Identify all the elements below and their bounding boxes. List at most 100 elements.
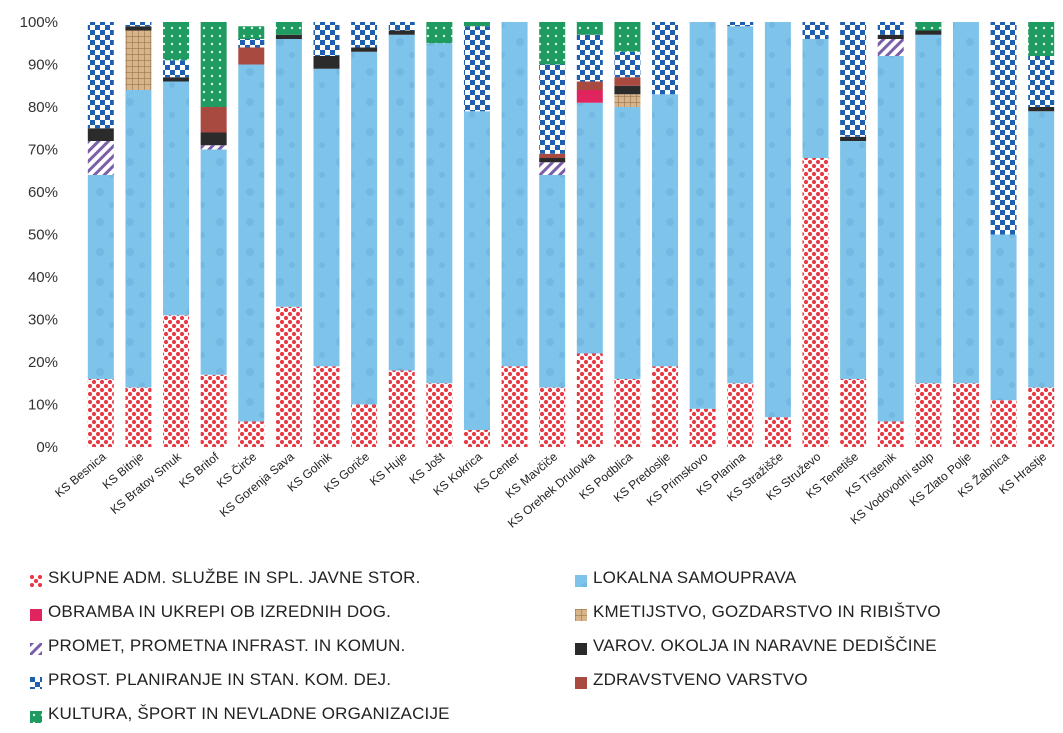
bar-segment: [802, 39, 829, 158]
bar-segment: [576, 90, 603, 103]
bar-segment: [952, 383, 979, 447]
bar-segment: [952, 22, 979, 384]
bar-segment: [764, 417, 791, 447]
bar-segment: [163, 315, 190, 447]
bar-segment: [275, 306, 302, 447]
bar-segment: [463, 111, 490, 430]
legend-label: ZDRAVSTVENO VARSTVO: [593, 670, 808, 689]
bar-segment: [463, 22, 490, 27]
bar-segment: [1028, 387, 1055, 447]
bar-segment: [1028, 107, 1055, 112]
bar-segment: [840, 136, 867, 141]
bar-segment: [576, 22, 603, 35]
bar-segment: [576, 81, 603, 90]
bar-segment: [275, 34, 302, 39]
bar-segment: [1028, 22, 1055, 56]
y-tick-label: 40%: [28, 269, 58, 286]
y-tick-label: 20%: [28, 354, 58, 371]
bar-segment: [689, 22, 716, 409]
bar-segment: [614, 107, 641, 379]
bar-segment: [539, 162, 566, 175]
bar-segment: [539, 153, 566, 158]
x-tick-label: KS Besnica: [52, 449, 109, 500]
bar-segment: [275, 39, 302, 307]
bar-segment: [727, 26, 754, 384]
x-tick-label: KS Huje: [367, 449, 410, 488]
bar-segment: [238, 421, 265, 447]
bar-segment: [915, 34, 942, 384]
bar-segment: [915, 30, 942, 35]
bar-segment: [840, 141, 867, 379]
bar-segment: [200, 107, 227, 133]
legend-swatch: [575, 640, 587, 655]
bar-segment: [802, 158, 829, 447]
bar-segment: [87, 175, 114, 379]
bar-segment: [764, 22, 791, 418]
bar-segment: [501, 22, 528, 367]
bar-segment: [652, 366, 679, 447]
legend-label: PROST. PLANIRANJE IN STAN. KOM. DEJ.: [48, 670, 392, 689]
bar-segment: [840, 379, 867, 447]
legend-item: KULTURA, ŠPORT IN NEVLADNE ORGANIZACIJE: [30, 704, 450, 724]
bar-segment: [125, 22, 152, 27]
bar-segment: [238, 47, 265, 65]
bar-segment: [539, 158, 566, 163]
bar-segment: [689, 408, 716, 447]
bar-segment: [614, 379, 641, 447]
bar-segment: [200, 374, 227, 447]
bar-segment: [426, 43, 453, 384]
bar-segment: [313, 56, 340, 69]
bar-segment: [87, 128, 114, 141]
legend-item: PROST. PLANIRANJE IN STAN. KOM. DEJ.: [30, 670, 391, 690]
bar-segment: [238, 26, 265, 39]
x-tick-label: KS Britof: [176, 449, 222, 491]
legend-item: OBRAMBA IN UKREPI OB IZREDNIH DOG.: [30, 602, 391, 622]
legend-label: OBRAMBA IN UKREPI OB IZREDNIH DOG.: [48, 602, 392, 621]
legend-label: PROMET, PROMETNA INFRAST. IN KOMUN.: [48, 636, 406, 655]
bar-segment: [426, 383, 453, 447]
bar-segment: [351, 47, 378, 52]
bar-segment: [614, 85, 641, 95]
bar-segment: [614, 77, 641, 86]
bar-segment: [727, 383, 754, 447]
bar-segment: [990, 400, 1017, 447]
legend-label: LOKALNA SAMOUPRAVA: [593, 568, 797, 587]
bar-segment: [915, 383, 942, 447]
legend-label: SKUPNE ADM. SLUŽBE IN SPL. JAVNE STOR.: [48, 568, 421, 587]
bar-segment: [163, 60, 190, 78]
y-axis: 0% 10% 20% 30% 40% 50% 60% 70% 80% 90% 100%: [20, 14, 58, 456]
legend-label: KMETIJSTVO, GOZDARSTVO IN RIBIŠTVO: [593, 602, 941, 621]
legend-swatch: [30, 572, 42, 587]
legend-swatch: [30, 674, 42, 689]
legend-item: VAROV. OKOLJA IN NARAVNE DEDIŠČINE: [575, 636, 937, 656]
bar-segment: [351, 404, 378, 447]
bar-segment: [87, 379, 114, 447]
legend-label: VAROV. OKOLJA IN NARAVNE DEDIŠČINE: [593, 636, 937, 655]
bar-segment: [200, 149, 227, 375]
bar-segment: [200, 22, 227, 107]
bar-segment: [388, 370, 415, 447]
bar-segment: [652, 22, 679, 95]
bar-segment: [426, 22, 453, 44]
bar-segment: [313, 366, 340, 447]
legend-swatch: [575, 606, 587, 621]
bar-segment: [87, 22, 114, 129]
bar-segment: [614, 22, 641, 52]
bar-segment: [388, 30, 415, 35]
bar-segment: [877, 34, 904, 39]
bar-segment: [539, 22, 566, 65]
bar-segment: [163, 22, 190, 61]
legend-swatch: [30, 708, 42, 723]
y-tick-label: 0%: [36, 439, 58, 456]
bar-segment: [1028, 56, 1055, 107]
bar-segment: [501, 366, 528, 447]
bar-segment: [463, 26, 490, 112]
bar-segment: [877, 56, 904, 422]
y-tick-label: 90%: [28, 57, 58, 74]
bar-segment: [351, 51, 378, 405]
legend-swatch: [30, 606, 42, 621]
bar-segment: [125, 387, 152, 447]
legend-item: LOKALNA SAMOUPRAVA: [575, 568, 796, 588]
bar-segment: [351, 22, 378, 48]
bar-segment: [877, 39, 904, 56]
